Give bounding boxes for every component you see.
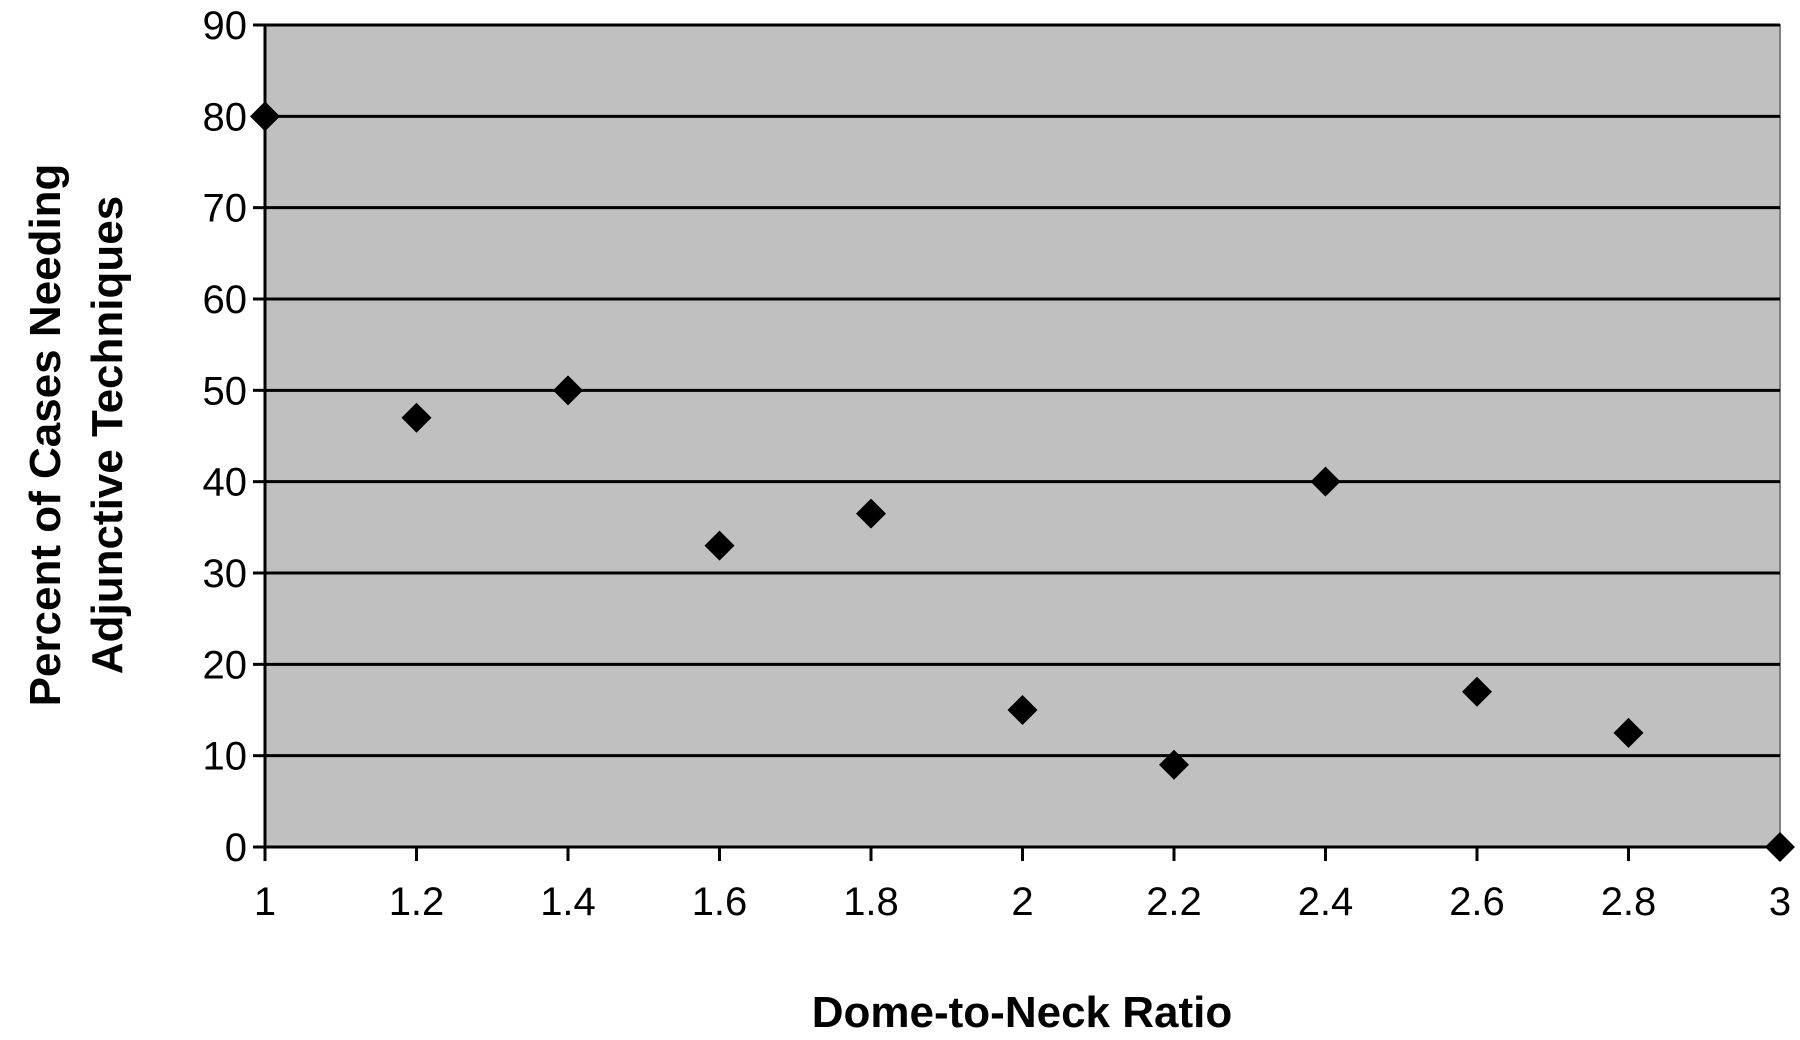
y-axis-title-line-2: Adjunctive Techniques bbox=[83, 196, 132, 674]
data-point bbox=[553, 375, 583, 406]
x-tick-label: 1 bbox=[254, 880, 276, 924]
x-tick-labels: 1 1.2 1.4 1.6 1.8 2 2.2 2.4 2.6 2.8 3 bbox=[254, 880, 1791, 924]
y-tick-label: 80 bbox=[203, 95, 248, 139]
x-tick-label: 3 bbox=[1769, 880, 1791, 924]
data-point bbox=[856, 498, 886, 529]
gridlines bbox=[265, 23, 1780, 758]
data-point bbox=[704, 530, 735, 561]
y-tick-label: 60 bbox=[203, 278, 248, 322]
y-tick-label: 0 bbox=[225, 826, 247, 870]
y-tick-label: 70 bbox=[203, 187, 248, 231]
y-tick-label: 40 bbox=[203, 461, 248, 505]
y-axis-title-line-1: Percent of Cases Needing bbox=[21, 164, 70, 707]
x-tick-label: 1.8 bbox=[843, 880, 899, 924]
x-tick-label: 2.8 bbox=[1601, 880, 1657, 924]
data-point bbox=[250, 101, 280, 132]
data-point bbox=[401, 402, 432, 433]
data-point bbox=[1007, 695, 1038, 725]
y-tick-labels: 0 10 20 30 40 50 60 70 80 90 bbox=[203, 4, 248, 870]
x-tick-label: 2.2 bbox=[1146, 880, 1202, 924]
x-tick-label: 2.6 bbox=[1449, 880, 1505, 924]
x-tick-label: 2.4 bbox=[1298, 880, 1354, 924]
x-tick-label: 1.2 bbox=[389, 880, 445, 924]
y-tick-label: 20 bbox=[203, 643, 248, 687]
y-tick-label: 10 bbox=[203, 735, 248, 779]
x-tick-label: 2 bbox=[1011, 880, 1033, 924]
data-point bbox=[1310, 466, 1341, 497]
x-tick-label: 1.6 bbox=[692, 880, 748, 924]
x-axis-title: Dome-to-Neck Ratio bbox=[812, 988, 1233, 1035]
y-tick-label: 30 bbox=[203, 552, 248, 596]
data-point bbox=[1765, 832, 1795, 862]
data-points bbox=[250, 101, 1795, 862]
x-tick-label: 1.4 bbox=[540, 880, 596, 924]
y-tick-label: 90 bbox=[203, 4, 248, 48]
data-point bbox=[1613, 717, 1644, 748]
axes bbox=[253, 23, 1782, 861]
y-tick-label: 50 bbox=[203, 369, 248, 413]
y-axis-title: Percent of Cases Needing Adjunctive Tech… bbox=[21, 164, 132, 707]
data-point bbox=[1159, 749, 1189, 780]
data-point bbox=[1462, 676, 1492, 707]
